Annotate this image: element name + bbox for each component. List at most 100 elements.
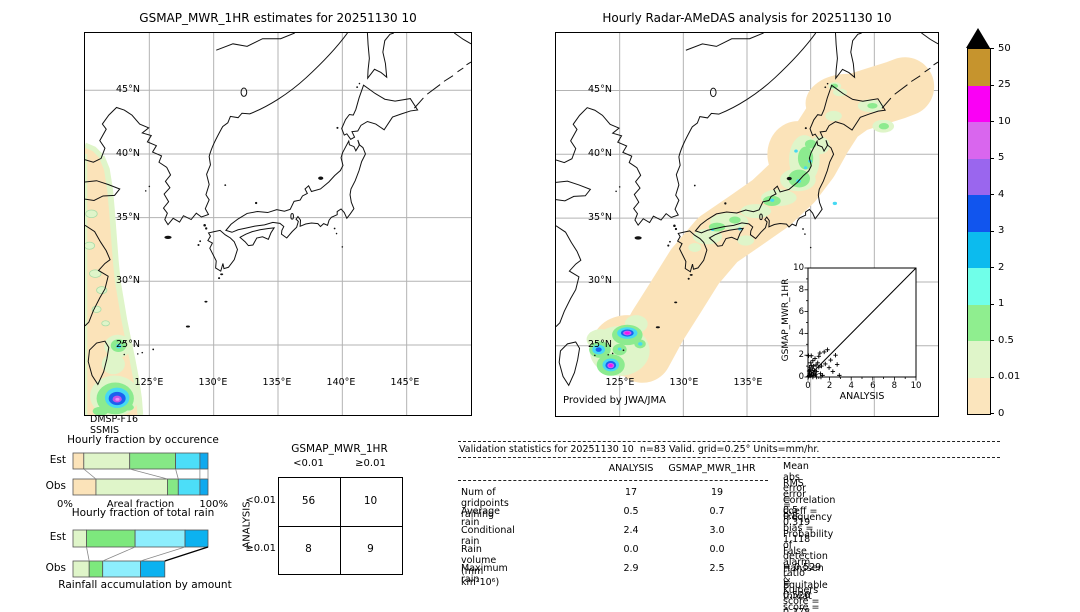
colorbar-segment: [968, 231, 990, 268]
inset-x-tick-label: 6: [870, 381, 876, 391]
colorbar-tick-label: 0.5: [998, 334, 1014, 346]
inset-y-tick-label: 4: [798, 328, 804, 339]
colorbar-tick: [990, 121, 994, 122]
colorbar-tick-label: 0.01: [998, 371, 1021, 382]
contingency-title: GSMAP_MWR_1HR: [291, 443, 388, 455]
table-value-analysis: 0.0: [623, 544, 639, 555]
contingency-cell-00: 56: [301, 495, 316, 507]
score-line: Probability of detection = 0.529: [783, 529, 834, 573]
inset-y-tick-label: 2: [798, 350, 804, 361]
colorbar-segment: [968, 158, 990, 195]
inset-y-tick-label: 8: [798, 284, 804, 295]
satellite-name-label: DMSP-F16: [90, 414, 139, 425]
colorbar-tick: [990, 267, 994, 268]
lat-tick-label: 45°N: [116, 84, 140, 95]
contingency-side-label: ANALYSIS: [241, 501, 253, 549]
table-value-analysis: 2.9: [623, 563, 639, 574]
contingency-cell-10: 8: [305, 543, 312, 555]
stats-dash-under-title: [458, 457, 1000, 458]
colorbar-segment: [968, 85, 990, 122]
lon-tick-label: 125°E: [134, 377, 164, 388]
contingency-cell-11: 9: [367, 543, 374, 555]
colorbar-tick-label: 25: [998, 79, 1011, 90]
inset-y-tick-label: 0: [798, 372, 804, 382]
table-value-gsmap: 3.0: [709, 525, 725, 536]
lon-tick-label: 145°E: [390, 377, 420, 388]
inset-y-tick-label: 10: [793, 263, 804, 273]
inset-x-tick-label: 0: [805, 381, 811, 391]
credit-label: Provided by JWA/JMA: [563, 395, 666, 406]
contingency-row-label-0: <0.01: [245, 495, 276, 506]
score-line: Frequency bias = 1.118: [783, 512, 833, 545]
inset-y-axis-label: GSMAP_MWR_1HR: [781, 278, 791, 362]
areal-fraction-100-label: 100%: [199, 499, 228, 510]
sensor-name-label: SSMIS: [90, 425, 120, 436]
small-islands: [121, 82, 361, 356]
contingency-col-label-0: <0.01: [293, 458, 324, 469]
colorbar: [967, 48, 991, 415]
table-row-label: Maximum rain: [461, 563, 508, 585]
colorbar-tick-label: 4: [998, 188, 1005, 200]
colorbar-tick-label: 10: [998, 115, 1011, 127]
colorbar-segment: [968, 341, 990, 378]
areal-fraction-0-label: 0%: [57, 499, 73, 510]
table-row-label: Conditional rain: [461, 525, 515, 547]
lat-tick-label: 30°N: [116, 275, 140, 286]
colorbar-tick: [990, 376, 994, 378]
lat-tick-label: 40°N: [116, 148, 140, 159]
lat-tick-label: 30°N: [588, 275, 612, 286]
inset-x-tick-label: 4: [848, 381, 854, 391]
table-header-analysis: ANALYSIS: [608, 463, 654, 474]
colorbar-overflow-triangle: [966, 28, 990, 48]
fraction-bars-canvas: [72, 452, 209, 578]
table-value-gsmap: 2.5: [709, 563, 725, 574]
table-header-gsmap: GSMAP_MWR_1HR: [668, 463, 756, 474]
table-value-analysis: 17: [624, 487, 638, 498]
lat-tick-label: 35°N: [588, 212, 612, 223]
score-line: Mean abs error = 0.5: [783, 461, 809, 516]
occurrence-est-label: Est: [49, 454, 66, 466]
colorbar-tick-label: 50: [998, 42, 1011, 54]
total-rain-est-label: Est: [49, 531, 66, 543]
contingency-row-label-1: ≥0.01: [245, 543, 276, 554]
occurrence-chart-title: Hourly fraction by occurence: [67, 434, 219, 446]
contingency-hline: [279, 525, 402, 527]
colorbar-segment: [968, 268, 990, 305]
total-rain-chart-title: Hourly fraction of total rain: [71, 507, 215, 519]
contingency-cell-01: 10: [363, 495, 378, 507]
stats-dash-top: [458, 441, 1000, 442]
colorbar-tick: [990, 340, 994, 341]
lat-tick-label: 45°N: [588, 84, 612, 95]
colorbar-segment: [968, 195, 990, 232]
table-row-label: Average rain: [461, 506, 501, 528]
left-map-title: GSMAP_MWR_1HR estimates for 20251130 10: [139, 11, 417, 25]
table-value-analysis: 0.5: [623, 506, 639, 517]
lon-tick-label: 130°E: [669, 377, 699, 388]
lon-tick-label: 125°E: [605, 377, 635, 388]
left-map-precip-swath: [85, 142, 144, 415]
score-line: RMS error = 0.8: [783, 478, 806, 522]
table-value-gsmap: 19: [710, 487, 724, 498]
validation-stats-title: Validation statistics for 20251130 10 n=…: [459, 444, 820, 455]
lat-tick-label: 25°N: [588, 339, 612, 350]
contingency-col-label-1: ≥0.01: [355, 458, 386, 469]
score-line: Equitable threat score = 0.221: [783, 580, 828, 612]
score-line: False alarm ratio = 0.526: [783, 546, 811, 601]
grid-lines: [85, 33, 471, 415]
left-map: [84, 32, 472, 416]
lon-tick-label: 135°E: [262, 377, 292, 388]
inset-x-tick-label: 8: [891, 381, 898, 391]
lat-tick-label: 25°N: [116, 339, 140, 350]
occurrence-obs-label: Obs: [45, 480, 66, 492]
inset-x-tick-label: 10: [910, 381, 922, 391]
lon-tick-label: 140°E: [326, 377, 356, 388]
lat-tick-label: 35°N: [116, 212, 140, 223]
lat-tick-label: 40°N: [588, 148, 612, 159]
contingency-grid: [278, 477, 403, 575]
score-line: Correlation coeff = 0.319: [783, 495, 836, 528]
colorbar-tick: [990, 413, 994, 414]
table-row-label: Rain volume (mm km²10⁶): [461, 544, 500, 588]
right-map-title: Hourly Radar-AMeDAS analysis for 2025113…: [602, 11, 892, 25]
colorbar-tick: [990, 157, 994, 159]
